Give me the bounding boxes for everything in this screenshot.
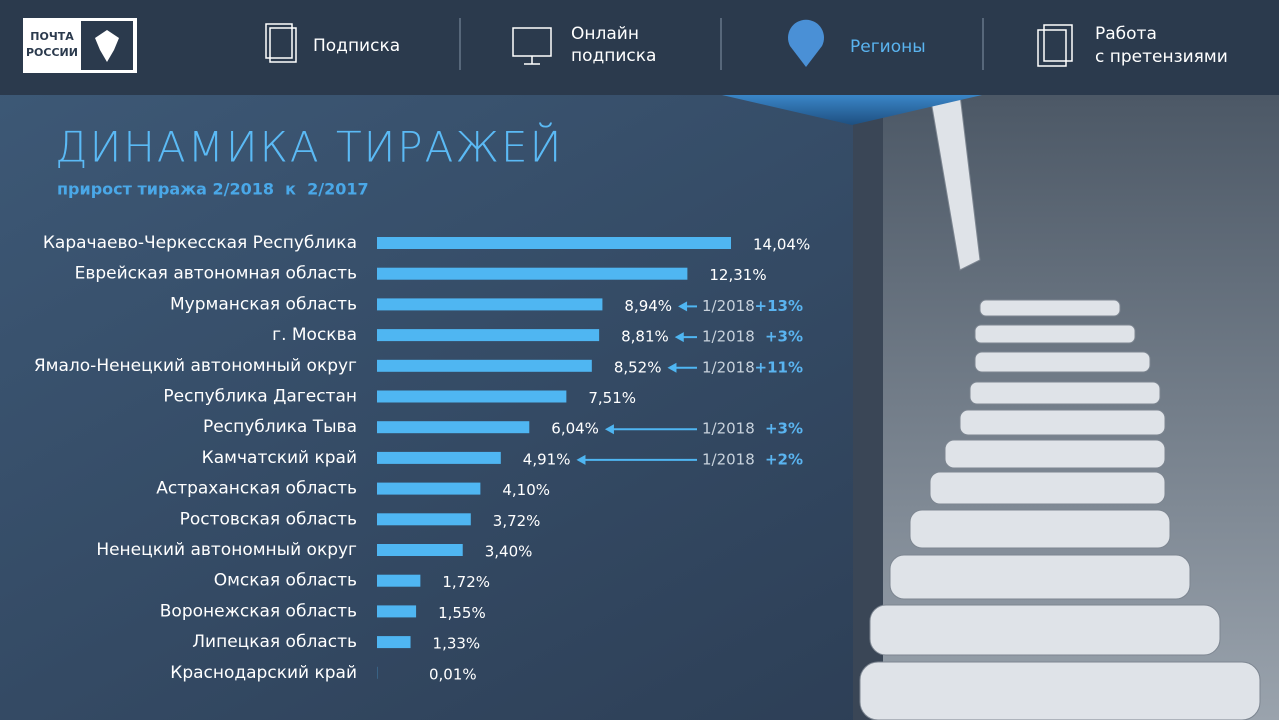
bar — [377, 421, 529, 433]
annotation-period: 1/2018 — [702, 328, 755, 346]
annotation-change: +3% — [765, 420, 803, 438]
bar — [377, 360, 592, 372]
bar — [377, 575, 420, 587]
nav-item[interactable]: с претензиями — [1095, 47, 1228, 67]
category-label: Карачаево-Черкесская Республика — [43, 233, 357, 253]
category-label: Ямало-Ненецкий автономный округ — [34, 356, 357, 376]
bar — [377, 483, 480, 495]
bar — [377, 268, 687, 280]
value-label: 7,51% — [588, 389, 636, 407]
annotation-period: 1/2018 — [702, 450, 755, 468]
bar — [377, 605, 416, 617]
category-label: Еврейская автономная область — [75, 264, 357, 284]
bar — [377, 513, 471, 525]
category-label: г. Москва — [272, 325, 357, 345]
logo-text: ПОЧТА — [30, 30, 74, 43]
nav-item[interactable]: Работа — [1095, 24, 1157, 44]
category-label: Астраханская область — [156, 479, 357, 499]
bar — [377, 329, 599, 341]
annotation-change: +3% — [765, 328, 803, 346]
annotation-change: +13% — [755, 297, 803, 315]
annotation-period: 1/2018 — [702, 358, 755, 376]
category-label: Ненецкий автономный округ — [96, 540, 357, 560]
bar — [377, 452, 501, 464]
value-label: 4,10% — [502, 481, 550, 499]
chart-subtitle: прирост тиража 2/2018 к 2/2017 — [57, 180, 369, 199]
value-label: 4,91% — [523, 450, 571, 468]
value-label: 14,04% — [753, 236, 810, 254]
value-label: 1,55% — [438, 604, 486, 622]
bar — [377, 237, 731, 249]
value-label: 8,94% — [624, 297, 672, 315]
category-label: Республика Дагестан — [163, 387, 357, 407]
value-label: 0,01% — [429, 665, 477, 683]
value-label: 8,81% — [621, 328, 669, 346]
category-label: Липецкая область — [192, 632, 357, 652]
bar — [377, 391, 566, 403]
value-label: 8,52% — [614, 358, 662, 376]
nav-item[interactable]: Онлайн — [571, 24, 639, 44]
bar — [377, 544, 463, 556]
bar — [377, 298, 602, 310]
category-label: Мурманская область — [170, 294, 357, 314]
nav-item-active[interactable]: Регионы — [850, 37, 926, 57]
category-label: Краснодарский край — [170, 663, 357, 683]
category-label: Камчатский край — [202, 448, 357, 468]
value-label: 1,33% — [433, 635, 481, 653]
category-label: Омская область — [214, 571, 357, 591]
chart-title: ДИНАМИКА ТИРАЖЕЙ — [55, 122, 563, 172]
annotation-change: +11% — [755, 358, 803, 376]
photo — [853, 95, 1279, 720]
category-label: Республика Тыва — [203, 417, 357, 437]
value-label: 6,04% — [551, 420, 599, 438]
annotation-period: 1/2018 — [702, 420, 755, 438]
nav-item[interactable]: подписка — [571, 46, 656, 66]
value-label: 3,40% — [485, 543, 533, 561]
bar — [377, 636, 411, 648]
value-label: 1,72% — [442, 573, 490, 591]
category-label: Ростовская область — [180, 509, 357, 529]
category-label: Воронежская область — [160, 601, 357, 621]
value-label: 3,72% — [493, 512, 541, 530]
annotation-change: +2% — [765, 450, 803, 468]
nav-item[interactable]: Подписка — [313, 36, 400, 56]
logo-text: РОССИИ — [26, 46, 78, 59]
value-label: 12,31% — [709, 266, 766, 284]
logo: ПОЧТА РОССИИ — [23, 18, 137, 73]
annotation-period: 1/2018 — [702, 297, 755, 315]
